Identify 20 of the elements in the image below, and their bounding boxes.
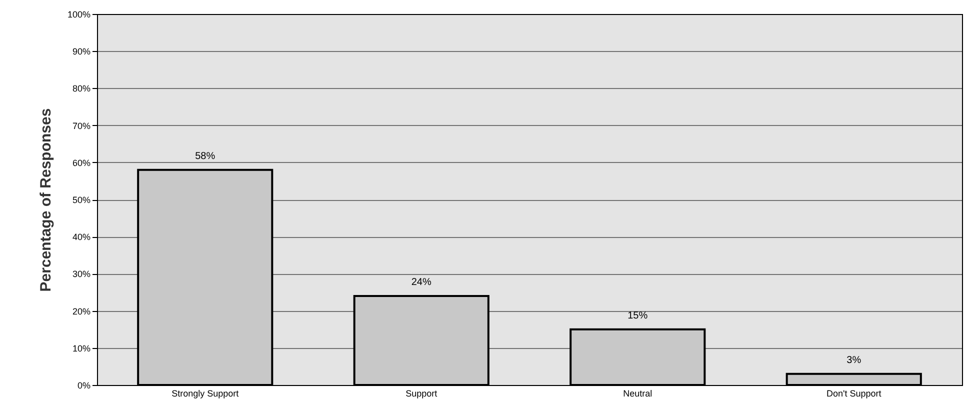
y-tick-label: 70% xyxy=(72,120,90,131)
y-tick-label: 20% xyxy=(72,306,90,316)
x-tick-label: Don't Support xyxy=(826,388,882,398)
y-tick-label: 100% xyxy=(67,10,90,20)
x-tick-label: Support xyxy=(406,388,438,398)
y-tick-label: 10% xyxy=(72,343,90,354)
x-tick-label: Neutral xyxy=(623,388,652,398)
data-label: 15% xyxy=(628,310,648,322)
y-tick-label: 50% xyxy=(72,195,90,205)
y-tick-label: 40% xyxy=(72,232,90,242)
data-label: 58% xyxy=(195,150,216,162)
y-tick-label: 60% xyxy=(72,158,90,168)
y-tick-label: 80% xyxy=(72,84,90,94)
data-label: 24% xyxy=(411,276,432,288)
y-tick-label: 90% xyxy=(72,46,90,57)
y-tick-label: 30% xyxy=(72,269,90,280)
data-label: 3% xyxy=(846,354,862,366)
y-axis-title: Percentage of Responses xyxy=(37,108,54,292)
x-tick-label: Strongly Support xyxy=(172,388,240,398)
y-tick-label: 0% xyxy=(77,380,90,390)
